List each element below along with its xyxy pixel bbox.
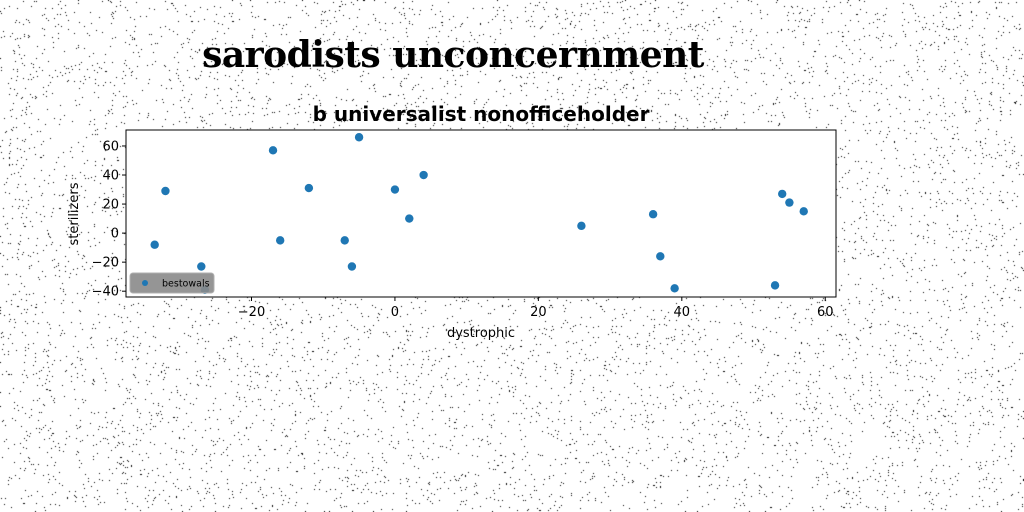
x-axis-ticks: −20 0 20 40 60 — [238, 297, 834, 320]
y-tick-label: −20 — [92, 256, 119, 271]
scatter-point — [656, 252, 665, 261]
legend-marker — [142, 280, 148, 286]
x-tick-label: 60 — [817, 305, 834, 320]
scatter-point — [354, 133, 364, 142]
x-tick-label: 20 — [530, 305, 547, 320]
scatter-point — [648, 210, 658, 219]
scatter-point — [347, 262, 357, 271]
y-axis-label: sterilizers — [67, 182, 82, 245]
scatter-point — [419, 170, 428, 180]
plot-frame — [125, 129, 837, 298]
legend: bestowals — [129, 272, 215, 294]
scatter-point — [150, 240, 159, 249]
scatter-point — [268, 146, 278, 155]
scatter-point — [778, 189, 787, 199]
scatter-point — [577, 221, 586, 231]
y-tick-label: 0 — [111, 227, 119, 242]
scatter-point — [770, 281, 780, 290]
chart-title: b universalist nonofficeholder — [313, 102, 650, 126]
plot-area — [126, 130, 836, 297]
x-tick-label: 40 — [674, 305, 691, 320]
x-tick-label: 0 — [391, 305, 399, 320]
y-axis-ticks: −40 −20 0 20 40 60 — [92, 139, 126, 300]
scatter-point — [197, 262, 206, 271]
scatter-point — [161, 186, 170, 196]
scatter-point — [670, 284, 679, 293]
legend-label: bestowals — [162, 279, 210, 290]
scatter-point — [405, 214, 414, 223]
y-tick-label: −40 — [92, 285, 119, 300]
x-axis-label: dystrophic — [447, 326, 515, 341]
x-tick-label: −20 — [238, 305, 265, 320]
scatter-point — [340, 236, 349, 245]
figure-suptitle: sarodists unconcernment — [202, 34, 704, 76]
y-tick-label: 20 — [102, 198, 119, 213]
scatter-point — [799, 207, 808, 216]
y-tick-label: 40 — [102, 169, 119, 184]
y-tick-label: 60 — [102, 139, 119, 154]
legend-box — [129, 272, 215, 294]
scatter-point — [275, 236, 285, 245]
scatter-point — [785, 198, 794, 207]
scatter-point — [390, 185, 400, 194]
scatter-point — [304, 183, 314, 193]
